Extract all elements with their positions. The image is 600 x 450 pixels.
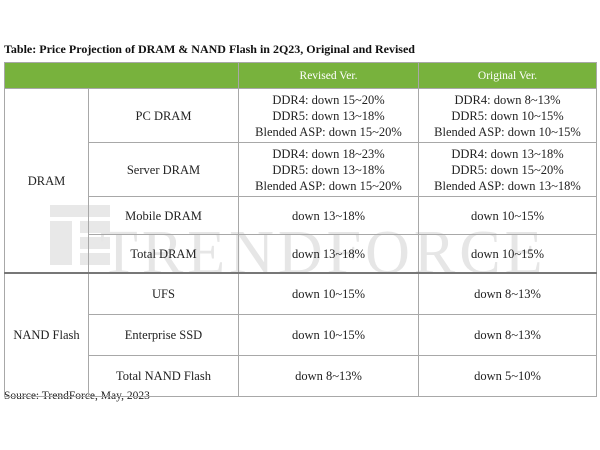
total-dram-revised: down 13~18% bbox=[238, 234, 419, 274]
header-original-ver: Original Ver. bbox=[418, 62, 597, 89]
table-row: Enterprise SSD down 10~15% down 8~13% bbox=[5, 314, 597, 356]
header-revised-ver: Revised Ver. bbox=[238, 62, 419, 89]
product-enterprise-ssd: Enterprise SSD bbox=[88, 314, 239, 356]
mobile-dram-revised: down 13~18% bbox=[238, 196, 419, 235]
pc-dram-revised-ddr4: DDR4: down 15~20% bbox=[272, 92, 385, 107]
table-row: Total DRAM down 13~18% down 10~15% bbox=[5, 234, 597, 274]
header-row: Revised Ver. Original Ver. bbox=[4, 62, 597, 89]
pc-dram-original: DDR4: down 8~13% DDR5: down 10~15% Blend… bbox=[418, 88, 597, 143]
pc-dram-revised: DDR4: down 15~20% DDR5: down 13~18% Blen… bbox=[238, 88, 419, 143]
product-total-nand-flash: Total NAND Flash bbox=[88, 355, 239, 397]
pc-dram-revised-blended: Blended ASP: down 15~20% bbox=[255, 124, 402, 139]
pc-dram-original-blended: Blended ASP: down 10~15% bbox=[434, 124, 581, 139]
server-dram-revised-ddr4: DDR4: down 18~23% bbox=[272, 146, 385, 161]
server-dram-revised-ddr5: DDR5: down 13~18% bbox=[272, 162, 385, 177]
pc-dram-revised-ddr5: DDR5: down 13~18% bbox=[272, 108, 385, 123]
table-row: NAND Flash UFS down 10~15% down 8~13% bbox=[4, 272, 597, 397]
server-dram-original: DDR4: down 13~18% DDR5: down 15~20% Blen… bbox=[418, 142, 597, 197]
enterprise-ssd-original: down 8~13% bbox=[418, 314, 597, 356]
table-row: DRAM PC DRAM DDR4: down 15~20% DDR5: dow… bbox=[4, 88, 597, 274]
server-dram-original-ddr5: DDR5: down 15~20% bbox=[451, 162, 564, 177]
price-projection-table: Revised Ver. Original Ver. DRAM PC DRAM … bbox=[4, 62, 597, 397]
table-row: Total NAND Flash down 8~13% down 5~10% bbox=[5, 355, 597, 397]
pc-dram-original-ddr5: DDR5: down 10~15% bbox=[451, 108, 564, 123]
product-pc-dram: PC DRAM bbox=[88, 88, 239, 143]
total-dram-original: down 10~15% bbox=[418, 234, 597, 274]
server-dram-revised-blended: Blended ASP: down 15~20% bbox=[255, 178, 402, 193]
category-nand-flash: NAND Flash bbox=[4, 272, 89, 397]
product-mobile-dram: Mobile DRAM bbox=[88, 196, 239, 235]
table-caption: Table: Price Projection of DRAM & NAND F… bbox=[4, 42, 415, 56]
ufs-original: down 8~13% bbox=[418, 272, 597, 315]
server-dram-revised: DDR4: down 18~23% DDR5: down 13~18% Blen… bbox=[238, 142, 419, 197]
category-dram: DRAM bbox=[4, 88, 89, 274]
product-server-dram: Server DRAM bbox=[88, 142, 239, 197]
header-blank-cell bbox=[4, 62, 239, 89]
product-ufs: UFS bbox=[88, 272, 239, 315]
total-nand-flash-revised: down 8~13% bbox=[238, 355, 419, 397]
server-dram-original-blended: Blended ASP: down 13~18% bbox=[434, 178, 581, 193]
table-row: Server DRAM DDR4: down 18~23% DDR5: down… bbox=[5, 142, 597, 197]
enterprise-ssd-revised: down 10~15% bbox=[238, 314, 419, 356]
total-nand-flash-original: down 5~10% bbox=[418, 355, 597, 397]
table-row: Mobile DRAM down 13~18% down 10~15% bbox=[5, 196, 597, 235]
product-total-dram: Total DRAM bbox=[88, 234, 239, 274]
server-dram-original-ddr4: DDR4: down 13~18% bbox=[451, 146, 564, 161]
ufs-revised: down 10~15% bbox=[238, 272, 419, 315]
pc-dram-original-ddr4: DDR4: down 8~13% bbox=[454, 92, 561, 107]
mobile-dram-original: down 10~15% bbox=[418, 196, 597, 235]
